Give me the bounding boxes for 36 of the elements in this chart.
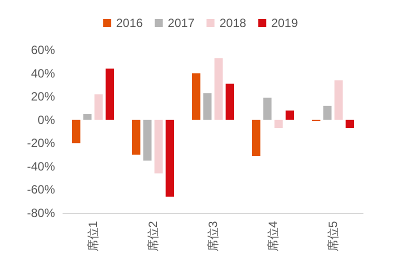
y-tick-label: -40% bbox=[26, 159, 56, 174]
bar bbox=[286, 110, 294, 120]
bar bbox=[214, 58, 223, 120]
bar bbox=[226, 84, 234, 120]
x-tick-label: 席位3 bbox=[206, 220, 220, 252]
legend-label: 2016 bbox=[116, 16, 144, 30]
bar bbox=[83, 114, 92, 120]
legend-label: 2017 bbox=[168, 16, 195, 30]
x-tick-label: 席位4 bbox=[266, 220, 280, 252]
bar bbox=[346, 120, 354, 128]
bar bbox=[132, 120, 140, 155]
x-tick-label: 席位5 bbox=[326, 220, 340, 252]
bar bbox=[106, 68, 114, 120]
bar bbox=[143, 120, 152, 161]
bar bbox=[274, 120, 283, 128]
legend-label: 2019 bbox=[271, 16, 298, 30]
y-tick-label: 60% bbox=[30, 43, 56, 57]
bar bbox=[154, 120, 163, 174]
bar bbox=[166, 120, 174, 197]
bar bbox=[252, 120, 260, 156]
y-tick-label: 0% bbox=[38, 112, 56, 127]
x-tick-label: 席位2 bbox=[146, 220, 160, 252]
bar bbox=[192, 73, 200, 120]
y-tick-label: 40% bbox=[30, 66, 56, 80]
x-tick-label: 席位1 bbox=[86, 220, 100, 252]
bar bbox=[94, 94, 103, 120]
bar bbox=[323, 106, 332, 120]
bar bbox=[72, 120, 80, 144]
y-tick-label: -60% bbox=[26, 182, 56, 197]
y-tick-label: -80% bbox=[26, 206, 56, 220]
y-tick-label: 20% bbox=[30, 90, 56, 104]
bar bbox=[263, 98, 272, 120]
legend-label: 2018 bbox=[220, 16, 247, 30]
bar bbox=[334, 80, 343, 120]
bar bbox=[203, 93, 212, 120]
y-tick-label: -20% bbox=[26, 136, 56, 150]
